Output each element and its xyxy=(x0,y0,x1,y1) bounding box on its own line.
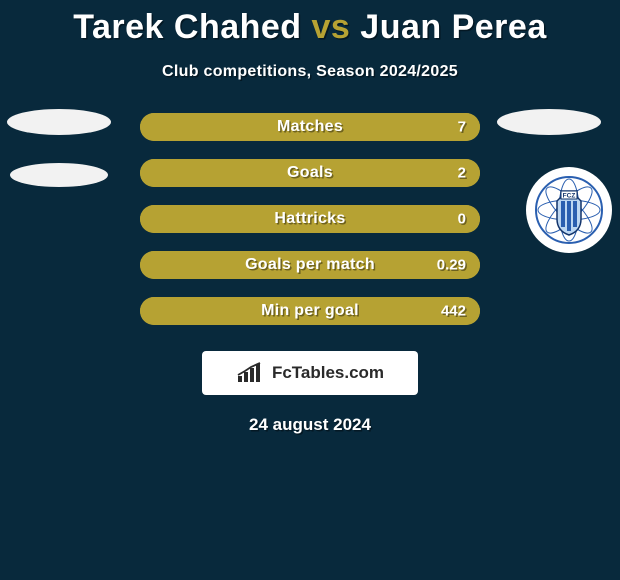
fctables-text: FcTables.com xyxy=(272,363,384,383)
stat-label: Hattricks xyxy=(274,210,345,228)
subtitle: Club competitions, Season 2024/2025 xyxy=(0,63,620,81)
title-vs: vs xyxy=(312,8,351,46)
club-badge-svg: FCZ xyxy=(534,175,604,245)
stat-bars: Matches 7 Goals 2 Hattricks 0 Goals per match 0… xyxy=(140,109,480,325)
club-badge: FCZ xyxy=(526,167,612,253)
stat-value: 7 xyxy=(458,119,466,136)
bar-chart-icon xyxy=(236,362,266,384)
date-text: 24 august 2024 xyxy=(0,415,620,435)
stat-bar-0: Matches 7 xyxy=(140,113,480,141)
right-player-column: FCZ xyxy=(494,109,604,135)
stat-bar-3: Goals per match 0.29 xyxy=(140,251,480,279)
club-badge-letters: FCZ xyxy=(563,193,576,200)
stat-bar-4: Min per goal 442 xyxy=(140,297,480,325)
title-player-left: Tarek Chahed xyxy=(73,8,301,46)
stat-value: 0.29 xyxy=(437,257,466,274)
infographic-root: Tarek Chahed vs Juan Perea Club competit… xyxy=(0,0,620,580)
stat-label: Goals per match xyxy=(245,256,375,274)
stat-bar-1: Goals 2 xyxy=(140,159,480,187)
left-oval-1 xyxy=(7,109,111,135)
title-player-right: Juan Perea xyxy=(360,8,546,46)
fctables-badge: FcTables.com xyxy=(202,351,418,395)
stats-area: FCZ Matches 7 Goals 2 Hattricks 0 Goals per ma… xyxy=(0,109,620,325)
stat-label: Matches xyxy=(277,118,343,136)
stat-label: Goals xyxy=(287,164,333,182)
stat-label: Min per goal xyxy=(261,302,359,320)
stat-value: 442 xyxy=(441,303,466,320)
stat-bar-2: Hattricks 0 xyxy=(140,205,480,233)
right-oval-1 xyxy=(497,109,601,135)
stat-value: 0 xyxy=(458,211,466,228)
stat-value: 2 xyxy=(458,165,466,182)
left-player-column xyxy=(4,109,114,187)
left-oval-2 xyxy=(10,163,108,187)
page-title: Tarek Chahed vs Juan Perea xyxy=(0,0,620,47)
